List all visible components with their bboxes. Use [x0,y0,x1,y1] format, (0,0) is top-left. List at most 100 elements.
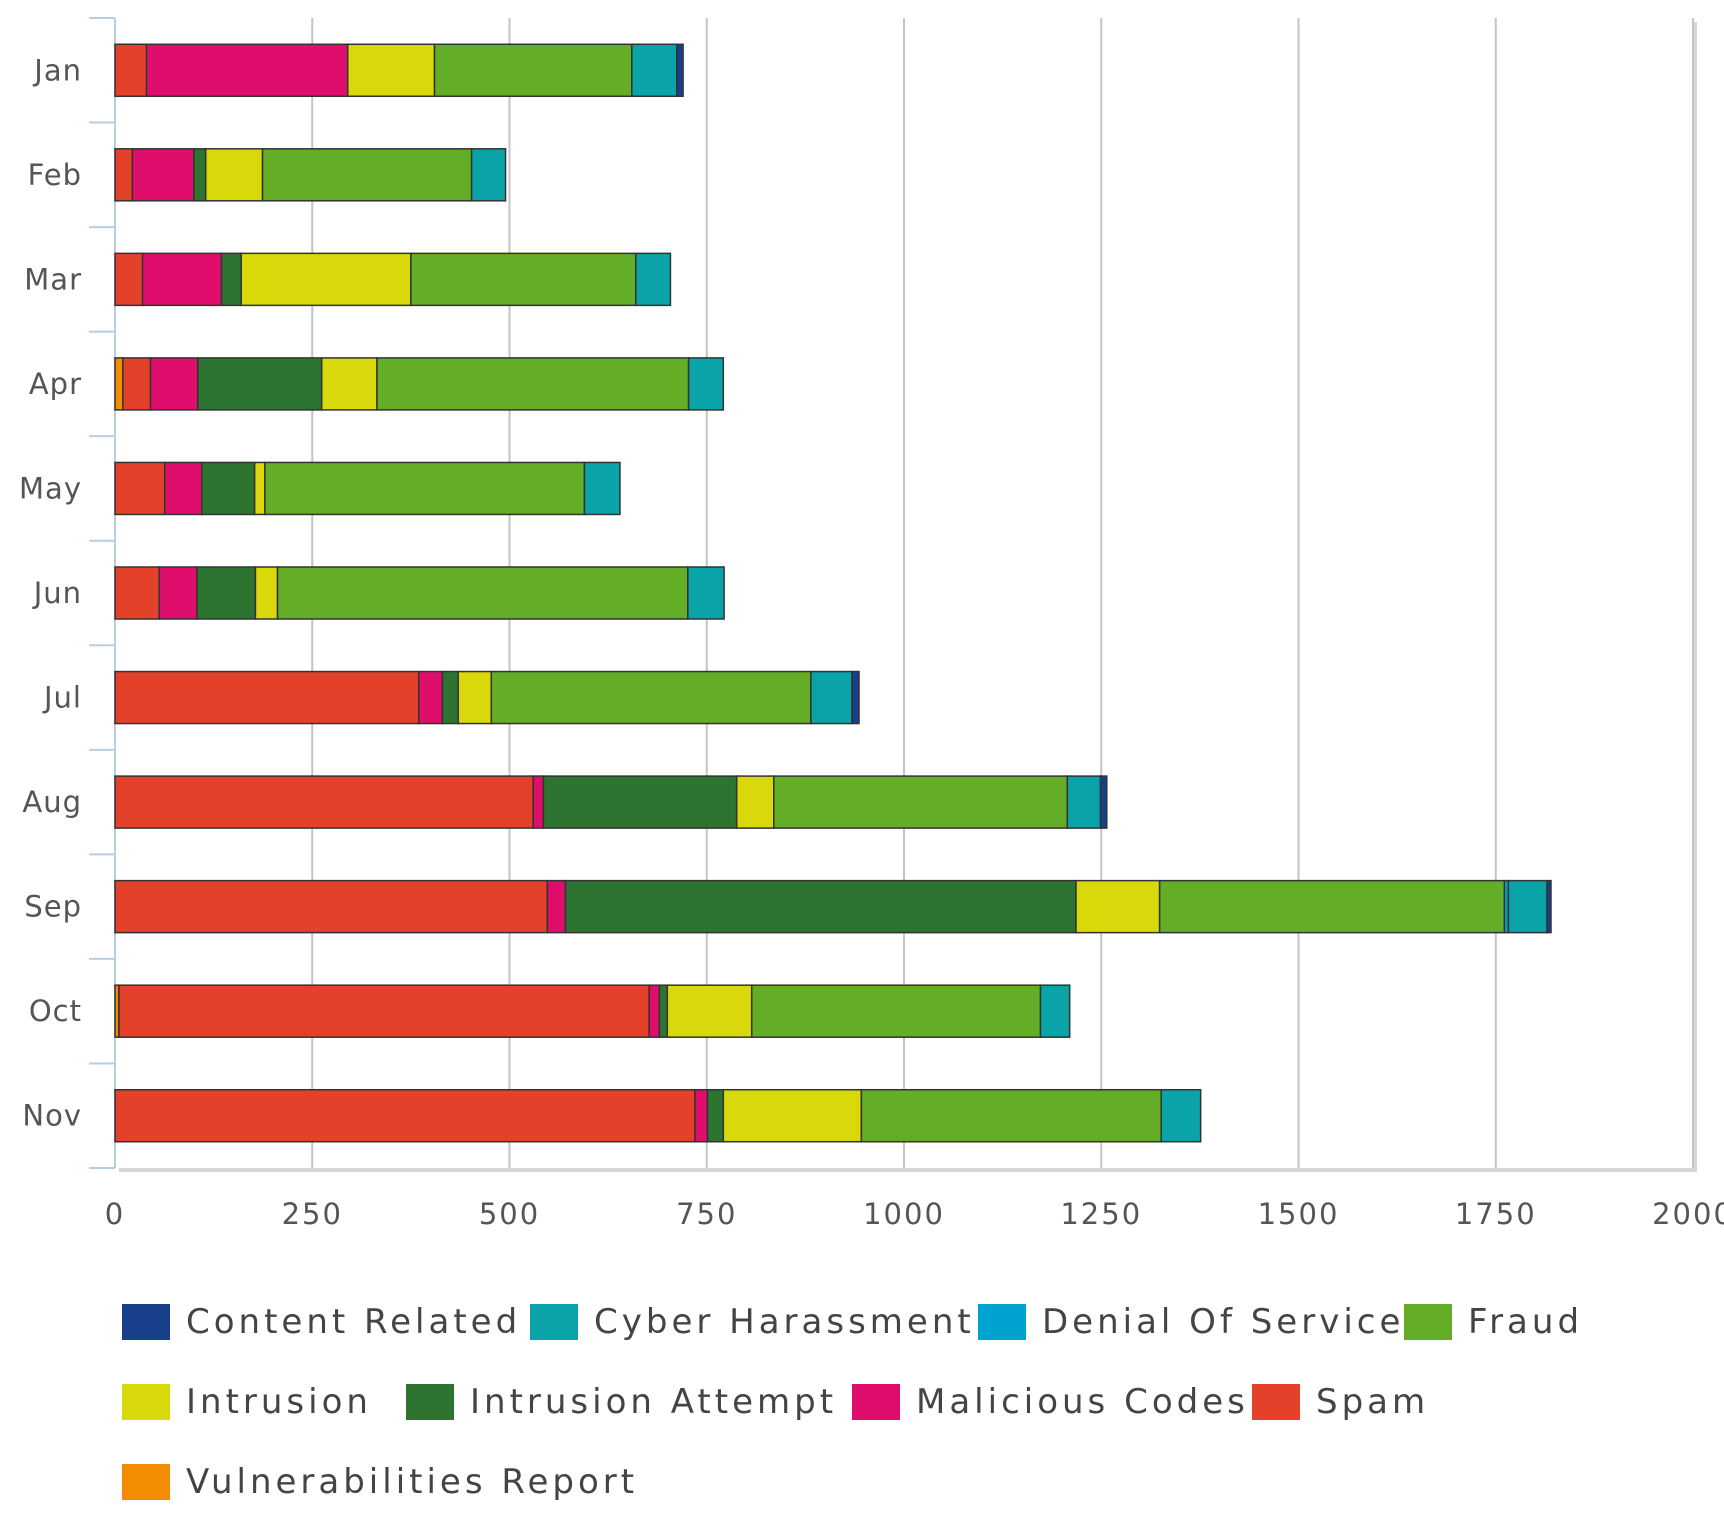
legend-swatch-intrusion [122,1384,170,1420]
bar-segment-oct-intrusion-attempt [658,984,669,1038]
y-tick-label: Aug [22,785,82,819]
y-tick-label: Apr [29,367,82,401]
bar-segment-apr-fraud [376,357,690,411]
bar-segment-sep-spam [114,879,549,934]
bar-segment-sep-intrusion [1075,879,1161,934]
x-tick-label: 1250 [1060,1197,1142,1231]
legend-label-intrusion: Intrusion [186,1382,372,1422]
bar-group-sep [114,879,1552,934]
bar-segment-jan-content-related [676,43,684,98]
bar-segment-jun-spam [114,566,160,620]
legend-row-3: Vulnerabilities Report [122,1460,1682,1540]
bar-group-jan [114,43,684,98]
bar-segment-mar-fraud [410,252,637,307]
bar-segment-jul-intrusion [457,670,493,725]
bar-segment-sep-content-related [1546,879,1552,934]
bars [114,43,1552,1143]
bar-segment-feb-spam [114,148,134,202]
bar-segment-apr-spam [122,357,152,411]
bar-segment-jul-fraud [490,670,812,725]
bar-segment-jun-malicious-codes [158,566,198,620]
y-tick-label: Nov [22,1099,82,1133]
bar-segment-apr-intrusion [320,357,378,411]
legend-item-content-related: Content Related [122,1300,521,1344]
bar-segment-jun-intrusion [254,566,279,620]
bar-segment-feb-fraud [261,148,473,202]
bar-segment-may-spam [114,461,166,516]
x-tick-label: 1500 [1258,1197,1340,1231]
bar-segment-jan-fraud [433,43,633,98]
bar-segment-aug-intrusion [735,775,775,829]
bar-segment-jul-spam [114,670,420,725]
legend-swatch-intrusion-attempt [406,1384,454,1420]
bar-segment-oct-intrusion [666,984,753,1038]
bar-segment-aug-malicious-codes [532,775,545,829]
stacked-bar-chart: 0 250 500 750 1000 1250 1500 1750 2000 Jan Feb Mar… [19,17,1724,1231]
bar-segment-mar-cyber-harassment [634,252,672,307]
x-tick-label: 500 [479,1197,540,1231]
bar-segment-nov-cyber-harassment [1160,1088,1202,1143]
bar-group-jun [114,566,725,620]
bar-segment-nov-intrusion [722,1088,863,1143]
x-tick-label: 1750 [1455,1197,1537,1231]
bar-segment-mar-malicious-codes [141,252,223,307]
legend-swatch-cyber-harassment [530,1304,578,1340]
legend-label-fraud: Fraud [1468,1302,1584,1342]
legend-swatch-content-related [122,1304,170,1340]
bar-segment-aug-fraud [773,775,1069,829]
bar-segment-feb-intrusion [204,148,264,202]
bar-segment-oct-spam [118,984,650,1038]
bar-segment-apr-intrusion-attempt [197,357,323,411]
legend-item-malicious-codes: Malicious Codes [852,1380,1249,1424]
bar-segment-jan-spam [114,43,148,98]
legend-row-1: Content Related Cyber Harassment Denial … [122,1300,1682,1380]
bar-segment-jan-intrusion [347,43,436,98]
y-tick-label: Feb [28,158,82,192]
legend-item-vulnerabilities-report: Vulnerabilities Report [122,1460,638,1504]
bar-segment-nov-spam [114,1088,696,1143]
legend-item-intrusion-attempt: Intrusion Attempt [406,1380,837,1424]
bar-segment-aug-content-related [1099,775,1108,829]
bar-segment-jul-intrusion-attempt [441,670,459,725]
legend-item-fraud: Fraud [1404,1300,1583,1344]
legend-label-intrusion-attempt: Intrusion Attempt [470,1382,838,1422]
legend-item-cyber-harassment: Cyber Harassment [530,1300,975,1344]
legend-label-spam: Spam [1316,1382,1430,1422]
x-tick-label: 2000 [1652,1197,1724,1231]
bar-group-feb [114,148,507,202]
bar-segment-may-cyber-harassment [583,461,621,516]
bar-segment-feb-cyber-harassment [470,148,507,202]
y-tick-label: Mar [24,262,82,296]
bar-segment-sep-intrusion-attempt [564,879,1077,934]
y-tick-label: Jul [42,681,82,715]
bar-segment-mar-intrusion-attempt [220,252,242,307]
bar-segment-nov-intrusion-attempt [706,1088,725,1143]
bar-segment-oct-cyber-harassment [1039,984,1071,1038]
bar-segment-mar-spam [114,252,144,307]
y-axis-category-labels: Jan Feb Mar Apr May Jun Jul Aug Sep Oct Nov [19,53,82,1133]
y-tick-label: Sep [24,890,82,924]
bar-group-mar [114,252,672,307]
x-axis-tick-labels: 0 250 500 750 1000 1250 1500 1750 2000 [105,1197,1724,1231]
legend-swatch-fraud [1404,1304,1452,1340]
bar-segment-apr-cyber-harassment [687,357,725,411]
bar-group-apr [114,357,725,411]
bar-group-aug [114,775,1108,829]
gridlines [89,17,1694,1169]
legend-label-malicious-codes: Malicious Codes [916,1382,1249,1422]
legend-label-cyber-harassment: Cyber Harassment [594,1302,975,1342]
legend-swatch-spam [1252,1384,1300,1420]
bar-segment-apr-malicious-codes [149,357,199,411]
y-tick-label: May [19,471,82,505]
bar-group-oct [114,984,1071,1038]
legend-item-spam: Spam [1252,1380,1429,1424]
bar-segment-jul-cyber-harassment [810,670,853,725]
bar-segment-mar-intrusion [240,252,412,307]
bar-segment-aug-cyber-harassment [1066,775,1102,829]
bar-segment-jul-content-related [851,670,860,725]
legend-label-vulnerabilities-report: Vulnerabilities Report [186,1462,639,1502]
x-tick-label: 250 [282,1197,343,1231]
bar-segment-may-malicious-codes [163,461,203,516]
legend-swatch-malicious-codes [852,1384,900,1420]
y-tick-label: Oct [29,994,82,1028]
